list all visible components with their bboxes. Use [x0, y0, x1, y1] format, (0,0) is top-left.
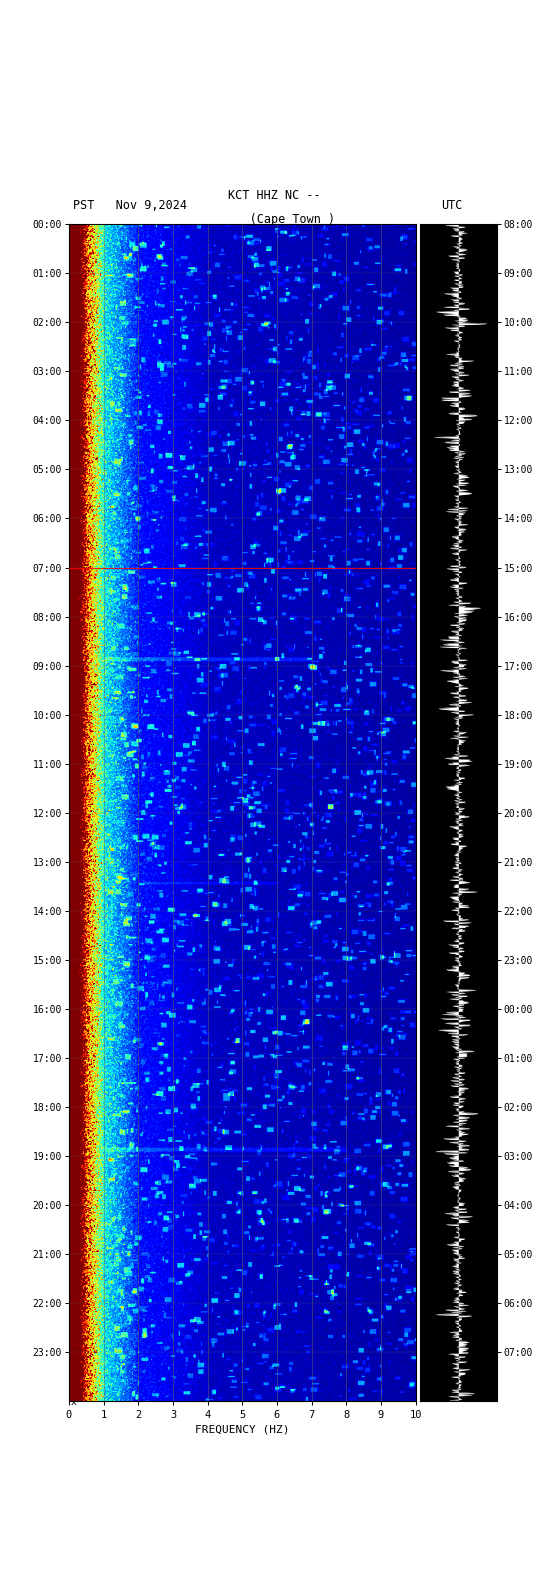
X-axis label: FREQUENCY (HZ): FREQUENCY (HZ) [195, 1424, 290, 1435]
Text: ^: ^ [71, 1402, 77, 1411]
Text: PST   Nov 9,2024: PST Nov 9,2024 [73, 200, 187, 212]
Text: KCT HHZ NC --: KCT HHZ NC -- [228, 188, 321, 201]
Text: (Cape Town ): (Cape Town ) [214, 212, 335, 225]
Text: UTC: UTC [441, 200, 463, 212]
